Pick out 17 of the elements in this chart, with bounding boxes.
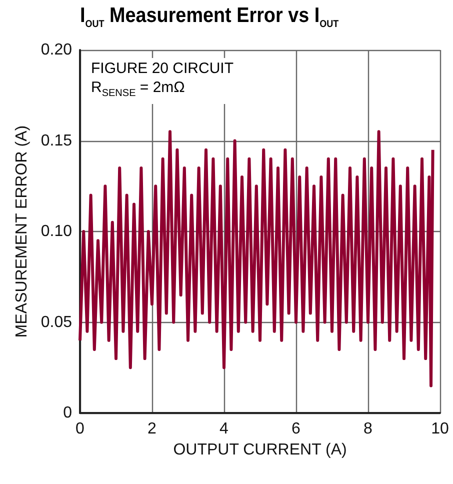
- y-tick-label: 0.10: [40, 223, 72, 240]
- y-tick-label: 0: [63, 404, 72, 422]
- y-tick-label: 0.20: [40, 42, 72, 58]
- x-tick-label: 8: [364, 420, 373, 438]
- annotation: R$_{SENSE}$ = 2mΩ: [91, 78, 186, 101]
- x-tick-label: 10: [431, 420, 449, 438]
- x-axis-title: OUTPUT CURRENT (A): [173, 441, 347, 458]
- x-tick-label: 4: [220, 420, 229, 438]
- line-series: [78, 130, 434, 388]
- chart-title: I$_{OUT}$ Measurement Error vs I$_{OUT}$: [80, 4, 339, 30]
- x-tick-label: 2: [148, 420, 157, 438]
- x-tick-label: 0: [76, 420, 85, 438]
- y-tick-label: 0.05: [40, 314, 72, 331]
- annotation: FIGURE 20 CIRCUIT: [91, 59, 234, 78]
- x-tick-label: 6: [292, 420, 301, 438]
- y-tick-label: 0.15: [40, 132, 72, 150]
- y-axis-title: MEASUREMENT ERROR (A): [13, 125, 30, 338]
